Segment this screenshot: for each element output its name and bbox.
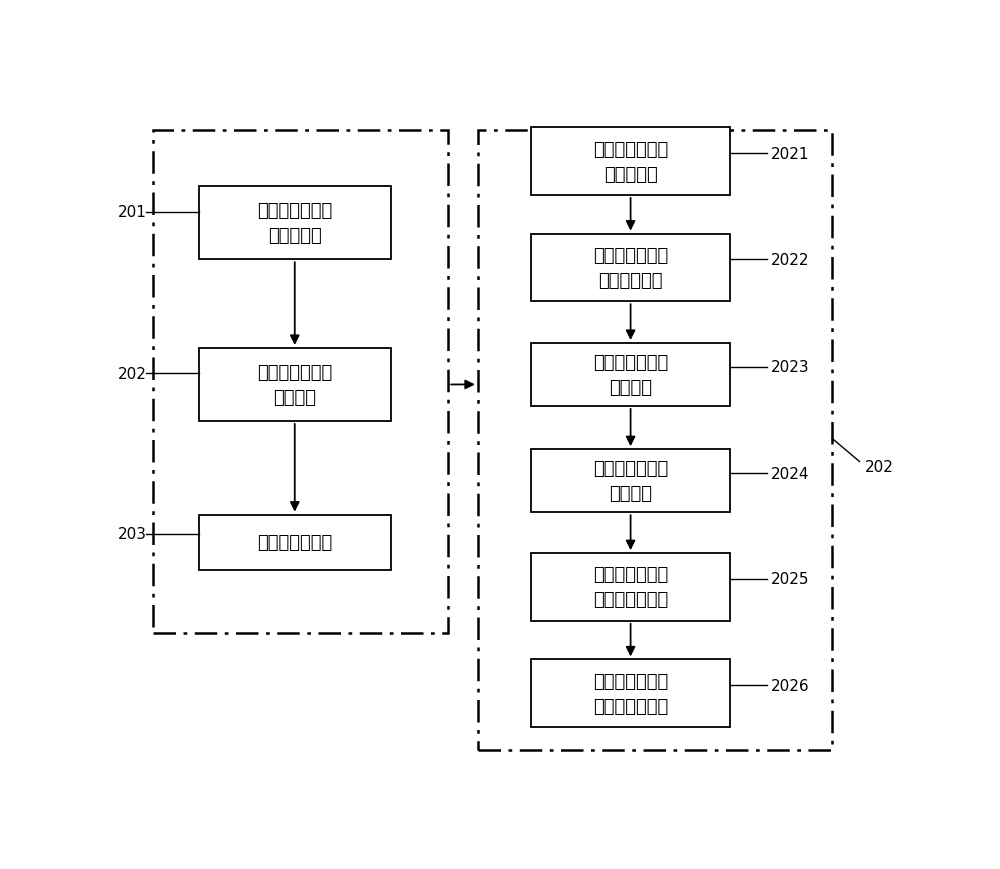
Text: 胎心音信号数据
处理单元: 胎心音信号数据 处理单元 — [257, 363, 332, 407]
Text: 胎心音信号采集
及传输单元: 胎心音信号采集 及传输单元 — [257, 202, 332, 245]
Text: 胎心音信号参数
配置单元: 胎心音信号参数 配置单元 — [593, 354, 668, 396]
Bar — [199, 187, 391, 260]
Text: 胎心音信号特征
改变单元: 胎心音信号特征 改变单元 — [593, 460, 668, 502]
Bar — [531, 343, 730, 407]
Bar — [531, 235, 730, 302]
Text: 2022: 2022 — [771, 253, 809, 268]
Text: 胎心音信号幅值
非线性拉伸单元: 胎心音信号幅值 非线性拉伸单元 — [593, 566, 668, 609]
Text: 胎心音播放单元: 胎心音播放单元 — [257, 534, 332, 552]
Text: 203: 203 — [118, 527, 147, 542]
Bar — [478, 131, 832, 750]
Bar — [199, 348, 391, 421]
Text: 2025: 2025 — [771, 572, 809, 587]
Bar — [199, 515, 391, 570]
Text: 2024: 2024 — [771, 466, 809, 481]
Text: 胎心音信号特征
信息分析单元: 胎心音信号特征 信息分析单元 — [593, 247, 668, 289]
Text: 202: 202 — [865, 460, 893, 474]
Text: 201: 201 — [118, 205, 147, 220]
Text: 2021: 2021 — [771, 146, 809, 162]
Text: 2026: 2026 — [771, 678, 809, 693]
Bar — [531, 128, 730, 196]
Bar — [153, 131, 448, 634]
Bar — [531, 449, 730, 513]
Bar — [531, 660, 730, 727]
Text: 胎心音信号自适
应增益控制单元: 胎心音信号自适 应增益控制单元 — [593, 672, 668, 715]
Text: 202: 202 — [118, 367, 147, 381]
Bar — [531, 554, 730, 621]
Text: 2023: 2023 — [771, 360, 809, 375]
Text: 胎心音信号数据
预处理单元: 胎心音信号数据 预处理单元 — [593, 141, 668, 183]
